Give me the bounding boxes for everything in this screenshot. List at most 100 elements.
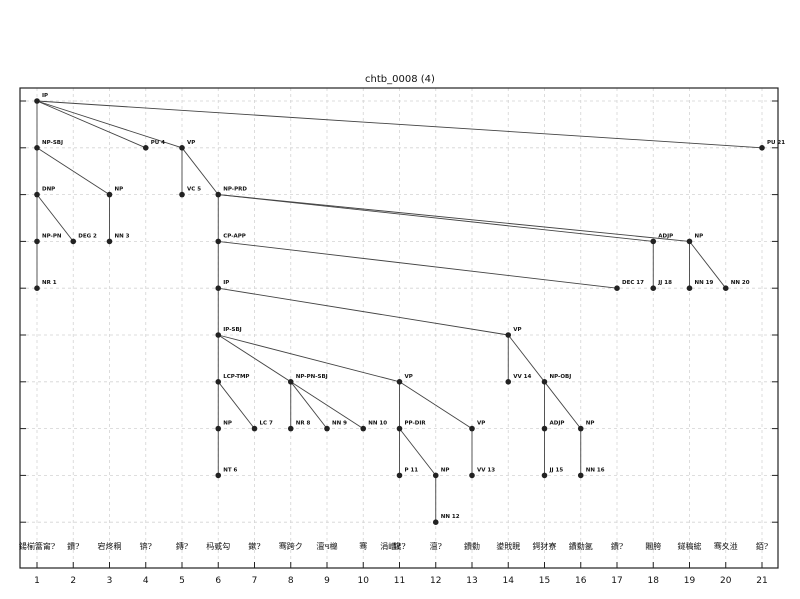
- leaf-word: 涓嶆?: [380, 541, 400, 551]
- tree-nodes: IP NP-SBJ PU 4 VP PU 21 DNP NP VC 5 NP-PRD NP-PN D…: [34, 93, 785, 525]
- tree-node-label: IP: [223, 280, 229, 286]
- leaf-word: 锛?: [140, 541, 152, 551]
- tree-node-point: [541, 425, 548, 432]
- tree-node-point: [722, 285, 729, 292]
- tree-node-label: NN 20: [731, 280, 750, 286]
- tree-node-label: P 11: [405, 467, 419, 473]
- chart-title: chtb_0008 (4): [365, 74, 435, 85]
- tree-node-label: NP-PN: [42, 233, 62, 239]
- tree-node-point: [577, 425, 584, 432]
- tree-node-label: NP-PRD: [223, 187, 247, 193]
- tree-node-label: DEC 17: [622, 280, 644, 286]
- tree-node-label: LCP-TMP: [223, 374, 249, 380]
- x-tick-label: 3: [107, 576, 113, 586]
- leaf-word: 鏄?: [176, 541, 188, 551]
- leaf-word: 澶?: [430, 541, 442, 551]
- x-tick-label: 2: [70, 576, 76, 586]
- leaf-words: 鍚椾簹甯? 鐨? 宕炵粡 锛? 鏄? 杩戜勾 鏉? 骞跨ク 澶ч檰 骞 涓嶆?鑱? 澶? 鐨勬 鍙戝睍 鍔犲…: [19, 541, 768, 551]
- tree-node-point: [396, 379, 403, 385]
- tree-node-point: [34, 238, 40, 245]
- tree-node-label: NN 19: [695, 280, 714, 286]
- leaf-word: 杩戜勾: [206, 541, 230, 551]
- tree-node-point: [759, 145, 765, 151]
- tree-node-point: [324, 425, 330, 432]
- tree-node-point: [432, 519, 439, 525]
- tree-node-label: NP-OBJ: [550, 374, 572, 380]
- tree-edge: [36, 194, 74, 242]
- x-tick-label: 1: [34, 576, 40, 586]
- x-tick-label: 11: [394, 576, 405, 586]
- tree-edge: [218, 194, 690, 242]
- tree-node-point: [70, 238, 77, 245]
- tree-node-label: JJ 18: [657, 280, 672, 286]
- leaf-word: 銆?: [756, 541, 768, 551]
- tree-node-label: LC 7: [260, 421, 273, 427]
- tree-node-label: NR 8: [296, 421, 311, 427]
- x-tick-label: 5: [179, 576, 185, 586]
- x-tick-label: 12: [430, 576, 441, 586]
- tree-node-label: NP: [223, 421, 232, 427]
- plot-frame: [19, 87, 779, 569]
- tree-node-point: [34, 191, 40, 198]
- leaf-word: 鍚椾簹甯?: [19, 541, 55, 551]
- tree-edge: [399, 428, 437, 476]
- tree-edges: [36, 100, 763, 523]
- tree-node-label: VP: [513, 327, 521, 333]
- leaf-word: 鍙戝睍: [496, 541, 520, 551]
- tree-node-point: [142, 145, 149, 151]
- tree-node-point: [34, 145, 40, 151]
- tree-node-point: [34, 98, 40, 104]
- tree-edge: [218, 287, 509, 336]
- tree-node-point: [215, 191, 222, 198]
- x-tick-label: 7: [252, 576, 258, 586]
- tree-node-label: NP: [695, 233, 704, 239]
- tree-edge: [36, 147, 110, 195]
- tree-node-point: [686, 238, 693, 245]
- tree-node-point: [106, 191, 113, 198]
- tree-node-label: VV 13: [477, 467, 495, 473]
- x-tick-label: 8: [288, 576, 294, 586]
- tree-edge: [36, 100, 183, 149]
- tree-node-label: ADJP: [658, 233, 673, 239]
- tree-node-point: [106, 238, 113, 245]
- leaf-word: 鏉?: [248, 541, 260, 551]
- x-tick-label: 10: [358, 576, 370, 586]
- tree-edge: [218, 334, 291, 383]
- tree-edge: [181, 147, 219, 195]
- tree-node-label: NP: [115, 187, 124, 193]
- tree-node-point: [215, 472, 222, 479]
- x-tick-label: 9: [324, 576, 330, 586]
- tree-node-point: [215, 285, 222, 292]
- leaf-word: 鐨勬: [464, 541, 480, 551]
- tree-node-point: [686, 285, 693, 292]
- tree-node-point: [287, 425, 294, 432]
- x-tick-label: 16: [575, 576, 587, 586]
- tree-node-label: NP-SBJ: [42, 140, 63, 146]
- tree-node-label: NR 1: [42, 280, 57, 286]
- tree-node-label: NT 6: [223, 467, 237, 473]
- tree-node-point: [650, 285, 657, 292]
- tree-node-point: [179, 191, 185, 198]
- tree-node-point: [541, 379, 548, 385]
- leaf-word: 鐨勬氬: [569, 541, 593, 551]
- leaf-word: 骞: [359, 541, 367, 551]
- tree-edge: [217, 381, 255, 429]
- tree-node-point: [505, 379, 512, 385]
- tree-node-label: IP-SBJ: [223, 327, 241, 333]
- leaf-word: 骞跨ク: [279, 541, 303, 551]
- tree-edge: [218, 240, 618, 289]
- x-tick-label: 4: [143, 576, 149, 586]
- tree-node-point: [287, 379, 294, 385]
- tree-node-label: NP: [586, 421, 595, 427]
- x-tick-label: 18: [648, 576, 660, 586]
- axes: 1 2 3 4 5 6 7 8 9 10 11 12 13 14 15 16 17 18 19 20 21: [19, 87, 779, 586]
- x-tick-label: 13: [466, 576, 477, 586]
- tree-node-point: [505, 332, 512, 338]
- x-tick-label: 17: [611, 576, 622, 586]
- leaf-word: 鐩稿綋: [678, 541, 702, 551]
- tree-edge: [689, 241, 727, 289]
- tree-node-point: [215, 379, 222, 385]
- leaf-word: 宕炵粡: [98, 541, 122, 551]
- tree-node-label: NN 16: [586, 467, 605, 473]
